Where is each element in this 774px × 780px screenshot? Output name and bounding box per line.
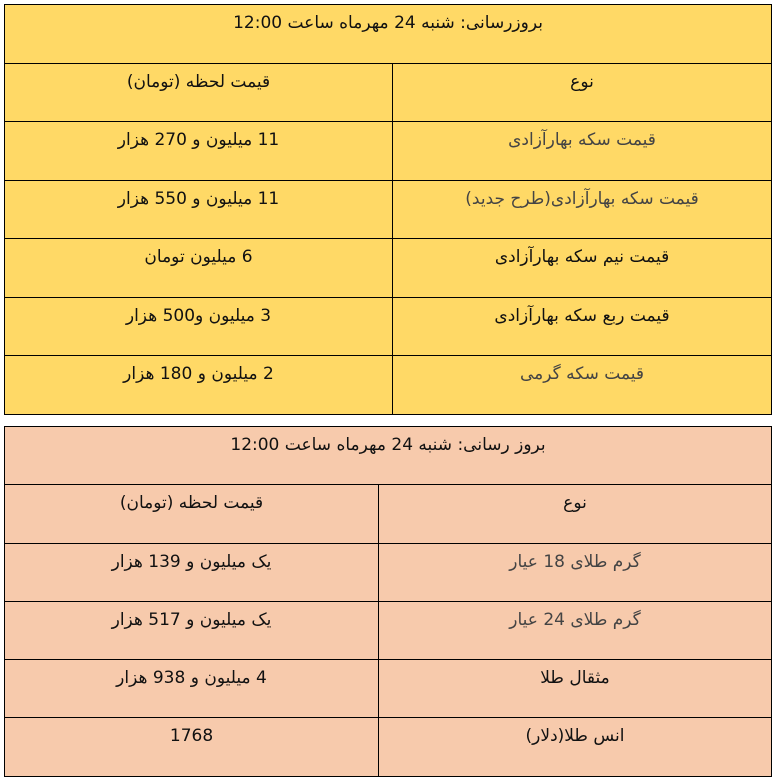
header-type: نوع — [378, 484, 773, 544]
table-row: قیمت سکه بهارآزادی(طرح جدید) 11 میلیون و … — [3, 179, 773, 239]
coin-table-title: بروزرسانی: شنبه 24 مهرماه ساعت 12:00 — [3, 4, 773, 64]
row-price: 3 میلیون و500 هزار — [3, 296, 394, 356]
table-row: مثقال طلا 4 میلیون و 938 هزار — [3, 659, 773, 719]
gold-table-header: نوع قیمت لحظه (تومان) — [3, 484, 773, 544]
header-price: قیمت لحظه (تومان) — [3, 62, 394, 122]
row-type: قیمت نیم سکه بهارآزادی — [392, 238, 773, 298]
row-type: انس طلا(دلار) — [378, 717, 773, 777]
row-price: یک میلیون و 139 هزار — [3, 542, 380, 602]
row-price: یک میلیون و 517 هزار — [3, 600, 380, 661]
row-type: قیمت سکه بهارآزادی(طرح جدید) — [392, 179, 773, 239]
table-row: قیمت ربع سکه بهارآزادی 3 میلیون و500 هزار — [3, 296, 773, 356]
table-row: گرم طلای 24 عیار یک میلیون و 517 هزار — [3, 600, 773, 661]
row-type: قیمت ربع سکه بهارآزادی — [392, 296, 773, 356]
gold-price-table: بروز رسانی: شنبه 24 مهرماه ساعت 12:00 نو… — [3, 425, 773, 777]
row-price: 11 میلیون و 550 هزار — [3, 179, 394, 239]
table-row: قیمت سکه گرمی 2 میلیون و 180 هزار — [3, 355, 773, 415]
coin-table-header: نوع قیمت لحظه (تومان) — [3, 62, 773, 122]
row-price: 1768 — [3, 717, 380, 777]
header-price: قیمت لحظه (تومان) — [3, 484, 380, 544]
gold-table-title: بروز رسانی: شنبه 24 مهرماه ساعت 12:00 — [3, 425, 773, 486]
table-row: قیمت نیم سکه بهارآزادی 6 میلیون تومان — [3, 238, 773, 298]
row-type: گرم طلای 18 عیار — [378, 542, 773, 602]
row-type: قیمت سکه بهارآزادی — [392, 121, 773, 181]
table-row: انس طلا(دلار) 1768 — [3, 717, 773, 777]
row-type: گرم طلای 24 عیار — [378, 600, 773, 661]
row-price: 6 میلیون تومان — [3, 238, 394, 298]
table-row: قیمت سکه بهارآزادی 11 میلیون و 270 هزار — [3, 121, 773, 181]
table-row: گرم طلای 18 عیار یک میلیون و 139 هزار — [3, 542, 773, 602]
row-price: 4 میلیون و 938 هزار — [3, 659, 380, 719]
row-price: 11 میلیون و 270 هزار — [3, 121, 394, 181]
row-price: 2 میلیون و 180 هزار — [3, 355, 394, 415]
coin-price-table: بروزرسانی: شنبه 24 مهرماه ساعت 12:00 نوع… — [3, 4, 773, 415]
header-type: نوع — [392, 62, 773, 122]
row-type: مثقال طلا — [378, 659, 773, 719]
row-type: قیمت سکه گرمی — [392, 355, 773, 415]
